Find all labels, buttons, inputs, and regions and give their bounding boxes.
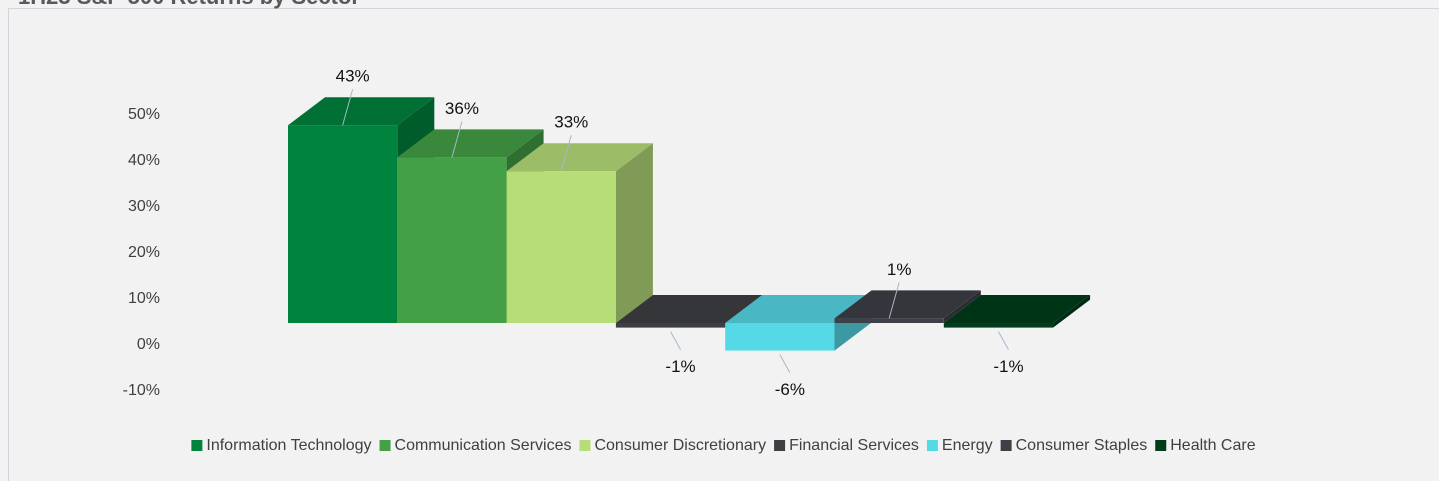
y-tick-label: 40%: [128, 152, 160, 169]
data-label: 33%: [554, 113, 588, 132]
bar-top: [615, 295, 763, 323]
bar: [943, 323, 1054, 328]
data-label: 43%: [336, 67, 370, 86]
leader-line: [779, 354, 791, 373]
legend-swatch: [926, 440, 938, 451]
legend-swatch: [774, 440, 786, 451]
bar-side: [943, 290, 981, 323]
bar: [725, 323, 835, 351]
data-label: -1%: [665, 357, 695, 376]
bar: [615, 323, 726, 328]
legend-label: Consumer Staples: [1016, 437, 1148, 454]
bar: [397, 157, 507, 323]
legend-label: Information Technology: [206, 437, 371, 454]
legend-swatch: [1155, 440, 1167, 451]
bar: [506, 171, 616, 323]
leader-line: [670, 331, 681, 350]
y-tick-label: 10%: [128, 290, 160, 307]
y-tick-label: 20%: [128, 244, 160, 261]
y-tick-label: 0%: [137, 336, 160, 353]
legend-swatch: [579, 440, 591, 451]
legend-swatch: [191, 440, 203, 451]
leader-line: [451, 121, 463, 158]
y-tick-label: 30%: [128, 198, 160, 215]
bar-top: [834, 290, 981, 319]
legend-label: Communication Services: [395, 437, 572, 454]
legend-label: Consumer Discretionary: [594, 437, 766, 454]
legend-label: Energy: [942, 437, 993, 454]
chart-frame: [8, 8, 1439, 481]
legend-label: Health Care: [1170, 437, 1255, 454]
bar-side: [1053, 295, 1091, 328]
bar-top: [397, 129, 544, 158]
bar-top: [288, 97, 435, 126]
legend-label: Financial Services: [789, 437, 919, 454]
bar-top: [506, 143, 653, 172]
data-label: -6%: [775, 380, 805, 399]
bar: [288, 125, 398, 323]
y-tick-label: -10%: [123, 382, 160, 399]
leader-line: [998, 331, 1009, 350]
leader-line: [342, 89, 354, 126]
bar-side: [615, 143, 653, 323]
chart-title: 1H23 S&P 500 Returns by Sector: [18, 0, 360, 9]
legend-swatch: [379, 440, 391, 451]
legend-swatch: [1000, 440, 1012, 451]
y-tick-label: 50%: [128, 106, 160, 123]
bar: [834, 318, 944, 323]
data-label: -1%: [993, 357, 1023, 376]
leader-line: [888, 282, 900, 319]
bar-top: [943, 295, 1091, 323]
data-label: 1%: [887, 260, 912, 279]
data-label: 36%: [445, 99, 479, 118]
leader-line: [560, 135, 572, 172]
bar-top: [725, 295, 872, 323]
